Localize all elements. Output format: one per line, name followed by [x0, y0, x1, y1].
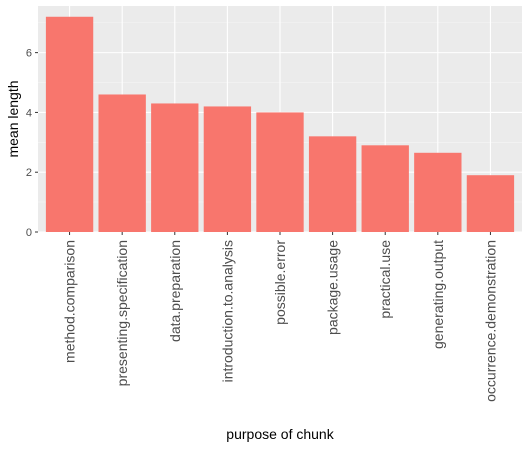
- x-axis-title: purpose of chunk: [226, 426, 334, 442]
- bars: [45, 16, 515, 233]
- x-axis: method.comparison presenting.specificatio…: [62, 232, 498, 402]
- x-tick-label: possible.error: [272, 240, 288, 325]
- y-axis-title: mean length: [5, 80, 21, 157]
- x-tick-label: data.preparation: [167, 240, 183, 342]
- y-tick-label: 0: [26, 227, 32, 239]
- x-tick-label: package.usage: [325, 240, 341, 335]
- bar: [361, 145, 409, 232]
- x-tick-label: introduction.to.analysis: [219, 240, 235, 382]
- x-tick-label: presenting.specification: [114, 240, 130, 386]
- x-tick-label: method.comparison: [62, 240, 78, 363]
- x-tick-label: occurrence.demonstration: [482, 240, 498, 402]
- bar: [151, 103, 199, 233]
- y-tick-label: 2: [26, 167, 32, 179]
- bar: [98, 94, 146, 232]
- y-axis: 0 2 4 6: [26, 48, 38, 239]
- bar: [203, 106, 252, 232]
- bar: [466, 175, 515, 232]
- bar: [308, 136, 357, 232]
- x-tick-label: generating.output: [430, 240, 446, 349]
- y-tick-label: 6: [26, 48, 32, 60]
- y-tick-label: 4: [26, 107, 32, 119]
- bar: [256, 112, 304, 232]
- bar: [414, 152, 462, 232]
- bar: [45, 16, 94, 233]
- x-tick-label: practical.use: [377, 240, 393, 319]
